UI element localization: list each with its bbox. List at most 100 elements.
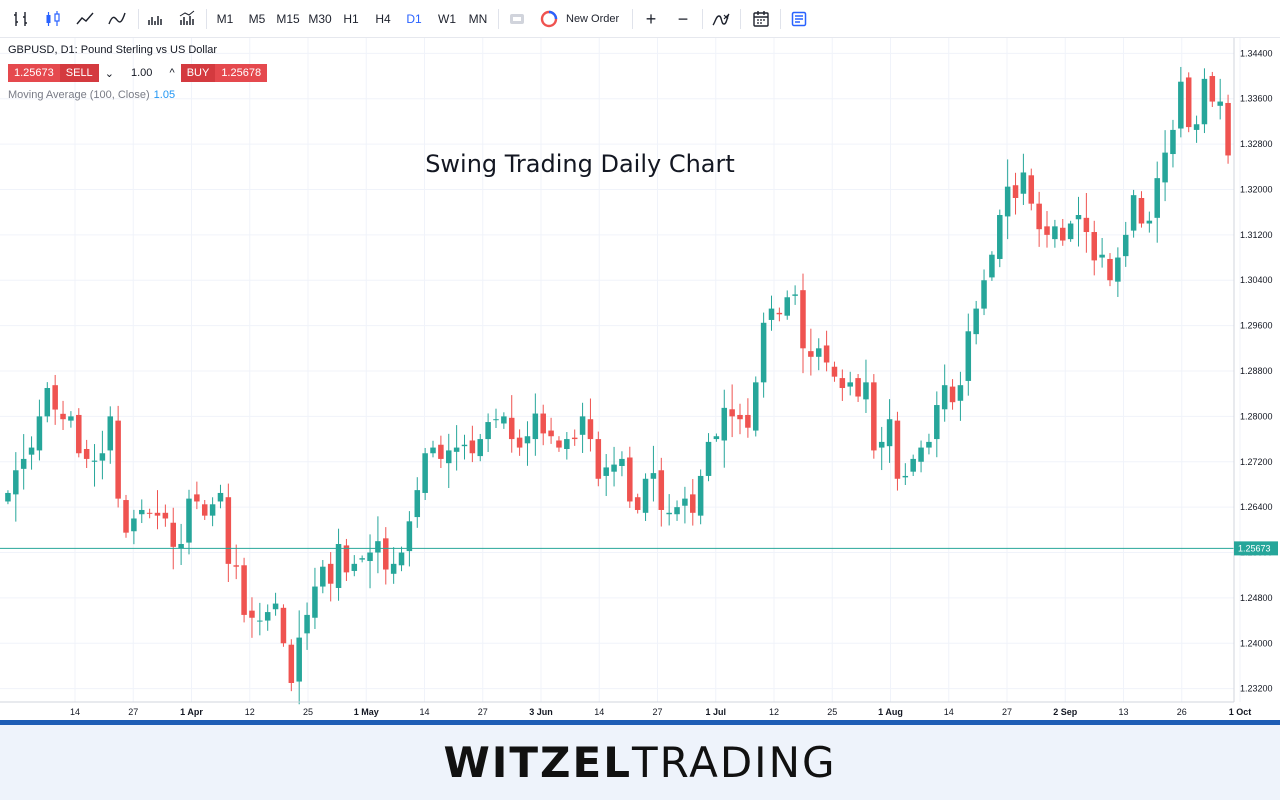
chevron-up-icon[interactable]: ^: [169, 67, 175, 79]
candle-up: [1067, 223, 1074, 240]
candle-up: [965, 331, 972, 381]
timeframe-m5[interactable]: M5: [248, 12, 266, 26]
sell-price[interactable]: 1.25673: [8, 64, 60, 82]
time-tick-label: 13: [1118, 707, 1128, 717]
candle-down: [115, 420, 121, 499]
new-order-button[interactable]: New Order: [540, 5, 624, 33]
candle-down: [52, 385, 58, 410]
timeframe-m30[interactable]: M30: [308, 12, 332, 26]
price-tick-label: 1.23200: [1240, 684, 1273, 694]
candle-up: [1020, 172, 1027, 194]
candle-down: [1138, 197, 1145, 224]
candle-up: [367, 552, 373, 562]
bar-chart-icon[interactable]: [8, 5, 34, 33]
zoom-in-button[interactable]: +: [645, 8, 657, 29]
timeframe-h1[interactable]: H1: [343, 12, 359, 26]
candle-up: [272, 603, 279, 610]
timeframe-d1[interactable]: D1: [406, 12, 422, 26]
timeframe-m15[interactable]: M15: [276, 12, 300, 26]
buy-price[interactable]: 1.25678: [215, 64, 268, 82]
time-tick-label: 14: [419, 707, 429, 717]
candle-down: [1012, 185, 1019, 198]
time-tick-label: 14: [594, 707, 604, 717]
candle-down: [855, 378, 861, 397]
indicators-icon[interactable]: [174, 5, 200, 33]
buy-button[interactable]: BUY: [180, 64, 216, 82]
timeframe-mn[interactable]: MN: [468, 12, 488, 26]
candle-down: [1209, 76, 1216, 102]
candle-down: [1044, 226, 1050, 235]
candle-down: [123, 500, 129, 533]
candle-down: [823, 345, 830, 363]
smooth-line-icon[interactable]: [104, 5, 130, 33]
time-tick-label: 1 Jul: [705, 707, 726, 717]
candle-down: [871, 382, 877, 451]
one-click-trading-icon[interactable]: [504, 5, 530, 33]
candle-down: [894, 420, 901, 479]
sell-button[interactable]: SELL: [59, 64, 99, 82]
candle-down: [280, 607, 287, 644]
candle-down: [1083, 217, 1090, 233]
timeframe-h4[interactable]: H4: [375, 12, 391, 26]
indicator-fx-icon[interactable]: [708, 5, 734, 33]
candle-up: [1170, 129, 1176, 155]
candle-up: [1099, 254, 1105, 258]
candle-up: [1154, 178, 1160, 218]
timeframe-w1[interactable]: W1: [438, 12, 456, 26]
symbol-title: GBPUSD, D1: Pound Sterling vs US Dollar: [8, 44, 218, 56]
candle-up: [99, 453, 106, 461]
candle-up: [264, 612, 271, 621]
time-tick-label: 12: [245, 707, 255, 717]
candle-up: [304, 614, 310, 634]
price-tick-label: 1.32800: [1240, 139, 1273, 149]
toolbar: M1 M5 M15 M30 H1 H4 D1 W1 MN New Order +…: [0, 0, 1280, 38]
candle-down: [233, 565, 239, 567]
price-chart[interactable]: 1.34400 1.33600 1.32800 1.32000 1.31200 1.304…: [0, 38, 1280, 720]
chevron-down-icon[interactable]: ⌄: [104, 67, 114, 80]
indicator-legend[interactable]: Moving Average (100, Close) 1.05: [8, 89, 175, 101]
time-tick-label: 25: [827, 707, 837, 717]
candle-down: [162, 512, 169, 519]
candle-down: [194, 494, 200, 502]
object-list-icon[interactable]: [786, 5, 812, 33]
candle-down: [690, 494, 696, 513]
time-tick-label: 3 Jun: [529, 707, 553, 717]
candle-up: [1052, 226, 1058, 240]
candle-up: [674, 507, 680, 515]
quantity-stepper[interactable]: ⌄ 1.00 ^: [99, 64, 181, 82]
line-chart-icon[interactable]: [72, 5, 98, 33]
candle-down: [745, 414, 751, 428]
time-tick-label: 27: [1002, 707, 1012, 717]
brand-part-2: TRADING: [631, 738, 837, 787]
timeframe-m1[interactable]: M1: [216, 12, 234, 26]
candle-up: [28, 447, 35, 455]
price-tick-label: 1.28000: [1240, 411, 1273, 421]
current-price-label: 1.25673: [1238, 543, 1271, 553]
new-order-label: New Order: [566, 13, 620, 25]
candle-down: [808, 351, 814, 357]
candles: [5, 66, 1231, 705]
calendar-icon[interactable]: [748, 5, 774, 33]
candle-down: [800, 290, 806, 349]
trade-panel: 1.25673 SELL ⌄ 1.00 ^ BUY 1.25678: [8, 64, 268, 82]
candle-up: [666, 512, 672, 515]
candle-up: [414, 490, 421, 518]
candle-up: [430, 447, 436, 454]
toolbar-separator: [632, 9, 633, 29]
zoom-out-button[interactable]: −: [677, 8, 689, 29]
time-axis: 14 27 1 Apr 12 25 1 May 14 27 3 Jun 14 27 1 Jul 12 25…: [70, 707, 1251, 717]
toolbar-separator: [138, 9, 139, 29]
candle-up: [477, 439, 483, 457]
candle-up: [257, 620, 263, 622]
candle-up: [697, 475, 704, 516]
candle-down: [571, 437, 578, 440]
time-tick-label: 1 May: [354, 707, 379, 717]
candle-up: [1115, 257, 1121, 282]
quantity-value[interactable]: 1.00: [131, 67, 153, 79]
candle-up: [178, 544, 184, 549]
candle-up: [5, 492, 11, 502]
candlestick-icon[interactable]: [40, 5, 66, 33]
candle-up: [611, 464, 617, 472]
volume-icon[interactable]: [142, 5, 168, 33]
candle-up: [910, 458, 916, 472]
